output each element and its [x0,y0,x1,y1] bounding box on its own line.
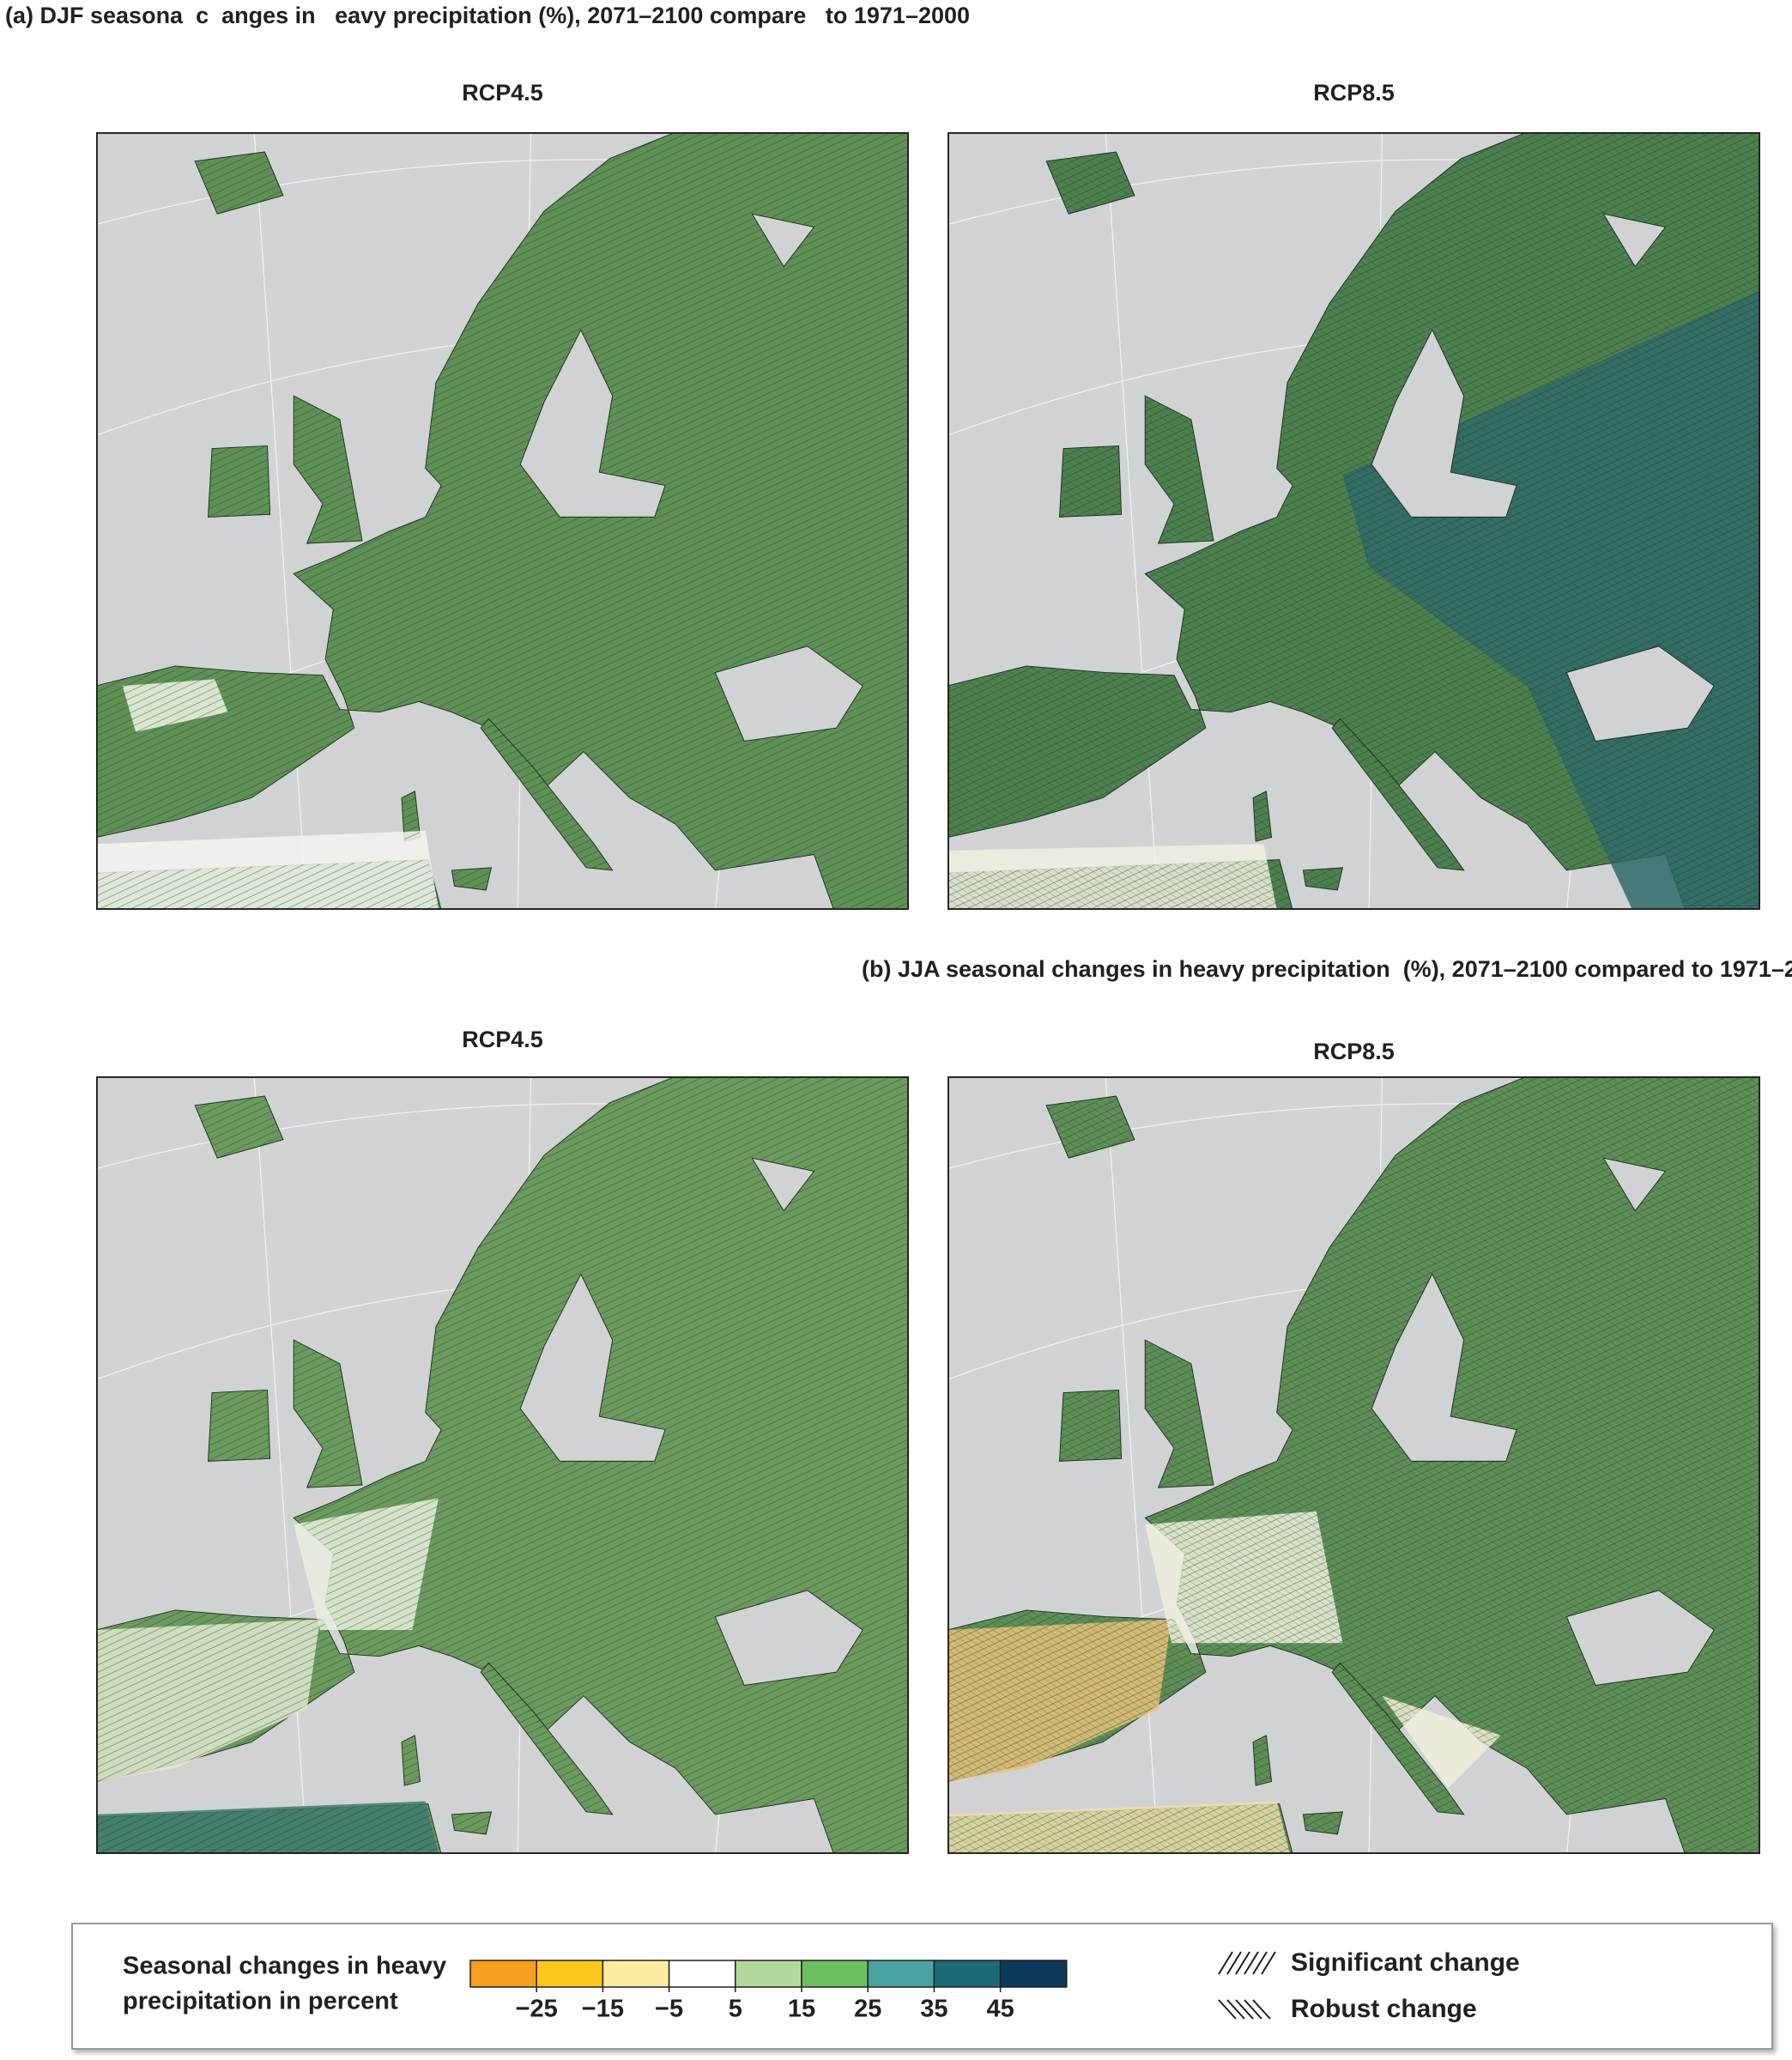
tick-label: −5 [655,1996,683,2023]
hatching [1332,718,1464,870]
panel-title: (a) DJF seasona c anges in eavy precipit… [5,3,970,28]
hatching [947,1076,1760,1854]
hatching [1332,1663,1464,1815]
map-frame [947,132,1760,910]
hatching [481,1663,613,1815]
hatching [294,396,363,544]
hatching [1059,1390,1122,1462]
tick-label: 25 [854,1996,881,2023]
hatching [1059,445,1122,518]
hatching [294,1340,363,1488]
hatching [1253,791,1272,842]
map-title: RCP8.5 [1313,1039,1395,1064]
map [96,132,909,910]
inland-sea [751,213,815,268]
inland-sea [519,1273,666,1462]
hatching [402,1735,421,1786]
tick-label: −15 [582,1996,624,2023]
hatching [195,152,283,215]
map [96,1076,909,1854]
hatching [451,867,492,890]
inland-sea [1602,1157,1667,1212]
inland-sea [714,1590,863,1686]
map [947,132,1760,910]
hatching [1303,1811,1343,1834]
hatching [96,132,909,910]
hatching [481,718,613,870]
inland-sea [1371,1273,1517,1462]
graticule [1105,132,1159,910]
hatching [208,1390,270,1462]
inland-sea [714,645,863,742]
hatching [1253,1735,1272,1786]
color-bin [801,1960,869,1988]
graticule [253,1076,308,1854]
hatching [1303,867,1343,890]
inland-sea [751,1157,815,1212]
color-bin [735,1960,802,1988]
hatching [96,1076,909,1854]
hatch-icon [1218,1999,1271,2020]
color-bin [867,1960,935,1988]
hatching [208,445,270,518]
hatching [947,859,1293,910]
graticule [253,132,308,910]
tick-label: 35 [920,1996,947,2023]
color-bin [536,1960,604,1988]
hatching [96,1803,442,1854]
tick-label: −25 [516,1996,558,2023]
inland-sea [519,329,666,518]
hatching [1046,152,1135,215]
map-title: RCP4.5 [462,80,543,106]
tick-label: 45 [986,1996,1014,2023]
map [947,1076,1760,1854]
hatching [1145,396,1214,544]
hatching [947,1803,1293,1854]
color-bin [668,1960,736,1988]
inland-sea [1371,329,1517,518]
color-bin [469,1960,537,1988]
hatching [1046,1096,1135,1159]
hatch-icon [1218,1951,1276,1975]
land-shade [1382,1695,1501,1789]
tick-label: 15 [788,1996,815,2023]
hatching [451,1811,492,1834]
tick-label: 5 [729,1996,742,2023]
inland-sea [1602,213,1667,268]
legend-title: Seasonal changes in heavy [123,1953,446,1980]
hatching [195,1096,283,1159]
map-title: RCP8.5 [1313,80,1395,106]
map-title: RCP4.5 [462,1027,543,1052]
hatching [1145,1340,1214,1488]
color-bin [602,1960,670,1988]
color-bin [933,1960,1002,1988]
graticule [1105,1076,1159,1854]
panel-title: (b) JJA seasonal changes in heavy precip… [862,956,1792,982]
map-frame [947,1076,1760,1854]
inland-sea [1565,645,1715,742]
hatching [402,791,421,842]
inland-sea [1565,1590,1715,1686]
map-frame [96,132,909,910]
hatching [96,859,442,910]
hatch-label: Significant change [1291,1948,1520,1977]
color-bin [999,1960,1068,1988]
map-frame [96,1076,909,1854]
hatching [947,132,1760,910]
hatch-label: Robust change [1291,1995,1477,2023]
legend-title: precipitation in percent [123,1988,398,2015]
